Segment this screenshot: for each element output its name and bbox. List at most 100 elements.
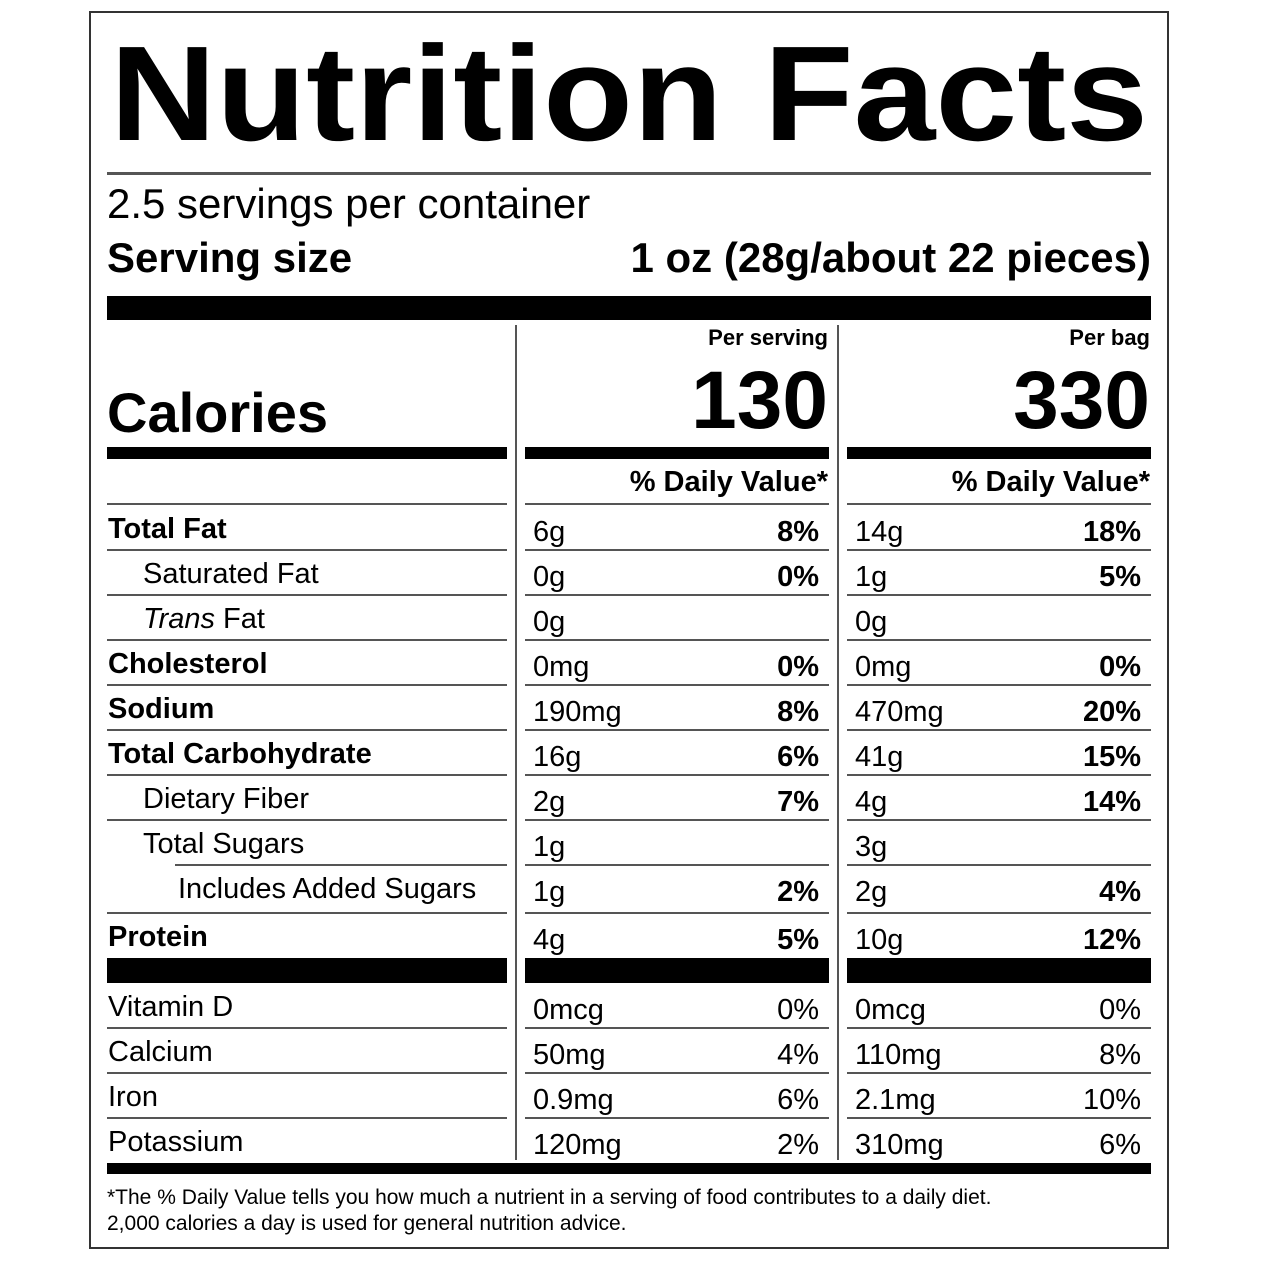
rule	[525, 639, 829, 641]
calories-value: 330	[1013, 355, 1150, 446]
rule	[525, 503, 829, 505]
rule	[525, 594, 829, 596]
daily-value: 0%	[777, 651, 819, 683]
rule	[847, 819, 1151, 821]
rule	[847, 684, 1151, 686]
daily-value: 15%	[1083, 741, 1141, 773]
rule	[525, 1027, 829, 1029]
rule	[847, 639, 1151, 641]
rule	[107, 1072, 507, 1074]
amount: 0mg	[533, 651, 589, 683]
thick-bar	[107, 1163, 1151, 1174]
daily-value: 14%	[1083, 786, 1141, 818]
amount: 0mg	[855, 651, 911, 683]
daily-value: 6%	[1099, 1129, 1141, 1161]
amount: 310mg	[855, 1129, 944, 1161]
rule	[525, 729, 829, 731]
rule	[525, 1117, 829, 1119]
amount: 1g	[533, 876, 565, 908]
rule	[525, 864, 829, 866]
rule	[847, 1117, 1151, 1119]
amount: 16g	[533, 741, 581, 773]
rule	[847, 729, 1151, 731]
daily-value: 0%	[777, 994, 819, 1026]
thick-bar	[525, 958, 829, 983]
nutrient-name-italic: Trans	[143, 603, 215, 635]
rule	[847, 503, 1151, 505]
amount: 4g	[533, 924, 565, 956]
daily-value: 6%	[777, 741, 819, 773]
column-header: Per serving	[708, 325, 828, 350]
rule	[525, 912, 829, 914]
thick-bar	[107, 296, 1151, 320]
rule	[107, 1027, 507, 1029]
amount: 2g	[533, 786, 565, 818]
label-border	[89, 11, 1169, 1249]
amount: 0mcg	[533, 994, 604, 1026]
thick-bar	[847, 958, 1151, 983]
rule	[107, 503, 507, 505]
servings: 2.5 servings per container	[107, 180, 590, 227]
amount: 10g	[855, 924, 903, 956]
daily-value: 18%	[1083, 516, 1141, 548]
amount: 0mcg	[855, 994, 926, 1026]
rule	[107, 172, 1151, 175]
rule	[107, 594, 507, 596]
rule	[107, 639, 507, 641]
calories-label: Calories	[107, 381, 328, 444]
daily-value: 5%	[1099, 561, 1141, 593]
nutrient-name: Vitamin D	[108, 991, 233, 1023]
rule	[847, 1072, 1151, 1074]
rule	[847, 774, 1151, 776]
rule	[107, 774, 507, 776]
nutrient-name: Dietary Fiber	[143, 783, 309, 815]
nutrient-name: Total Fat	[108, 513, 227, 545]
daily-value: 0%	[1099, 994, 1141, 1026]
rule	[525, 1072, 829, 1074]
amount: 4g	[855, 786, 887, 818]
footnote: 2,000 calories a day is used for general…	[107, 1212, 626, 1235]
thick-bar	[107, 958, 507, 983]
nutrient-name: Sodium	[108, 693, 214, 725]
amount: 6g	[533, 516, 565, 548]
rule	[107, 549, 507, 551]
amount: 120mg	[533, 1129, 622, 1161]
daily-value: 0%	[777, 561, 819, 593]
rule	[107, 1117, 507, 1119]
footnote: *The % Daily Value tells you how much a …	[107, 1186, 991, 1209]
nutrient-name: Iron	[108, 1081, 158, 1113]
amount: 0g	[855, 606, 887, 638]
rule	[525, 774, 829, 776]
daily-value: 8%	[777, 696, 819, 728]
rule	[175, 864, 507, 866]
amount: 2g	[855, 876, 887, 908]
daily-value: 10%	[1083, 1084, 1141, 1116]
nutrient-name: Includes Added Sugars	[178, 873, 476, 905]
amount: 0g	[533, 606, 565, 638]
serving-size-value: 1 oz (28g/about 22 pieces)	[631, 234, 1152, 281]
daily-value: 6%	[777, 1084, 819, 1116]
calories-value: 130	[691, 355, 828, 446]
dv-header: % Daily Value*	[630, 466, 829, 498]
rule	[107, 684, 507, 686]
daily-value: 12%	[1083, 924, 1141, 956]
thick-bar	[525, 447, 829, 459]
serving-size-label: Serving size	[107, 234, 352, 281]
rule	[847, 912, 1151, 914]
rule	[525, 549, 829, 551]
amount: 0g	[533, 561, 565, 593]
title: Nutrition Facts	[110, 18, 1148, 169]
dv-header: % Daily Value*	[952, 466, 1151, 498]
thick-bar	[107, 447, 507, 459]
nutrient-name: Total Carbohydrate	[108, 738, 372, 770]
amount: 470mg	[855, 696, 944, 728]
daily-value: 8%	[1099, 1039, 1141, 1071]
daily-value: 20%	[1083, 696, 1141, 728]
nutrient-name: Cholesterol	[108, 648, 268, 680]
amount: 110mg	[855, 1039, 942, 1071]
amount: 0.9mg	[533, 1084, 614, 1116]
daily-value: 7%	[777, 786, 819, 818]
